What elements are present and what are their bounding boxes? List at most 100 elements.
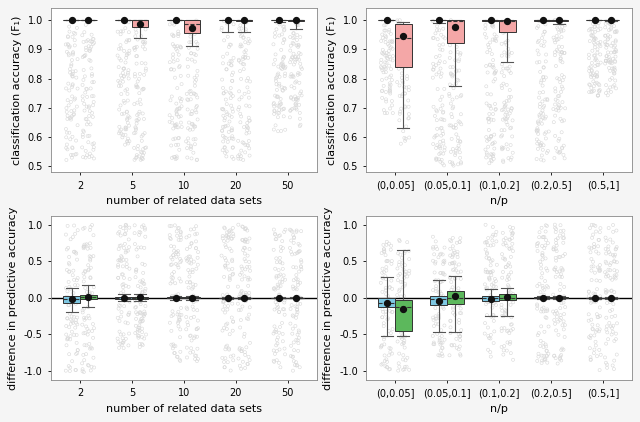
Point [447,105,458,112]
Point [447,260,457,267]
Point [506,93,516,100]
Point [165,280,175,287]
Point [553,48,563,55]
Point [381,60,392,66]
Point [84,47,95,54]
Point [610,77,620,84]
Point [221,20,232,27]
Point [118,257,129,263]
Point [384,27,394,33]
Point [557,85,568,92]
Point [550,133,560,139]
Point [133,244,143,251]
Bar [483,20,499,21]
Point [456,160,466,167]
Point [185,27,195,34]
Point [115,31,125,38]
X-axis label: number of related data sets: number of related data sets [106,404,262,414]
Point [131,246,141,253]
Point [166,235,176,242]
Point [537,357,547,364]
Point [396,22,406,28]
Point [535,100,545,107]
Point [550,229,561,235]
Point [605,294,616,301]
Point [136,157,146,163]
Point [68,49,78,56]
Point [455,235,465,241]
Point [140,60,150,67]
Point [220,255,230,262]
Point [227,77,237,84]
Point [122,116,132,123]
Point [279,37,289,43]
Point [173,51,184,58]
Point [273,63,284,70]
Point [491,106,501,112]
Point [133,143,143,149]
Point [67,154,77,161]
Point [114,106,124,113]
Point [454,316,464,323]
Point [185,269,195,276]
Point [223,234,233,241]
Point [585,81,595,88]
Point [498,157,508,164]
Point [533,118,543,125]
Point [186,50,196,57]
Point [392,17,403,24]
Point [396,334,406,341]
Point [398,28,408,35]
Point [170,122,180,128]
Point [271,274,282,281]
Point [217,106,227,112]
Point [392,62,403,69]
Point [486,353,496,360]
Point [224,346,234,353]
Point [173,17,183,24]
Point [589,83,599,89]
Point [433,254,444,261]
Point [166,142,176,149]
Point [542,359,552,366]
Point [381,33,391,40]
Point [276,60,287,67]
Point [236,33,246,40]
Point [223,233,234,240]
Point [601,340,611,347]
Point [289,347,300,354]
Point [83,262,93,269]
Point [61,323,72,330]
Point [491,278,501,284]
Point [553,105,563,111]
Point [436,340,446,346]
Point [270,286,280,293]
Point [189,82,200,89]
Point [398,23,408,30]
Point [83,133,93,139]
Point [454,302,465,308]
Point [445,237,455,243]
Point [488,155,499,162]
Point [558,239,568,246]
Point [276,243,286,250]
Point [72,321,83,328]
Point [274,107,284,114]
Point [398,340,408,346]
Point [541,228,551,235]
Point [608,252,618,259]
Point [291,17,301,24]
Point [554,92,564,99]
Point [480,239,490,246]
Point [486,91,496,98]
Point [403,50,413,57]
Point [65,43,75,50]
Bar [184,20,200,33]
Point [537,306,547,312]
Point [241,47,251,54]
Point [480,320,490,327]
Point [236,22,246,29]
Point [401,123,412,130]
Point [280,311,290,318]
Point [223,303,233,309]
